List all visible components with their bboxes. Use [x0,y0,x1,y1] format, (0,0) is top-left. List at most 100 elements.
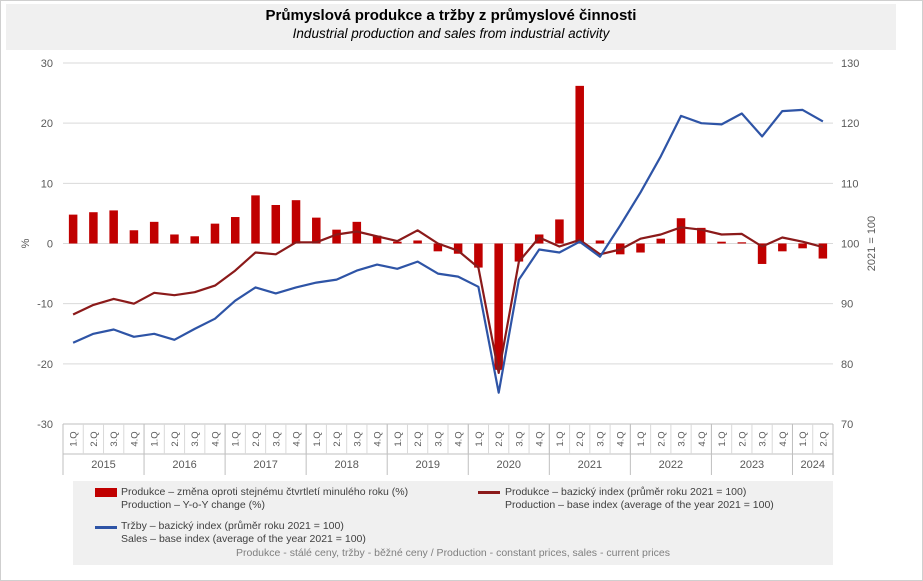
x-tick-quarter: 2.Q [575,431,586,446]
x-tick-quarter: 2.Q [656,431,667,446]
x-tick-quarter: 1.Q [312,431,323,446]
bar-production-yoy [372,235,382,244]
x-tick-quarter: 2.Q [170,431,181,446]
bar-production-yoy [737,242,747,244]
bar-production-yoy [149,221,159,244]
bar-production-yoy [291,200,301,244]
x-tick-year: 2015 [91,459,115,471]
x-tick-year: 2017 [253,459,277,471]
y2-tick-label: 100 [841,239,859,251]
x-tick-quarter: 3.Q [433,431,444,446]
bar-production-yoy [778,243,787,252]
y-tick-label: 0 [47,239,53,251]
x-tick-quarter: 3.Q [758,431,769,446]
bar-production-yoy [757,243,767,264]
legend-swatch-production-yoy [95,488,117,497]
bar-production-yoy [210,223,220,244]
y-tick-label: 20 [41,118,53,130]
line-sales-index [72,108,824,394]
bar-production-yoy [190,236,199,244]
x-tick-quarter: 3.Q [109,431,120,446]
chart-title: Průmyslová produkce a tržby z průmyslové… [265,7,637,24]
legend-label-sales-index: Tržby – bazický index (průměr roku 2021 … [121,520,344,532]
bar-production-yoy [332,229,341,244]
legend-swatch-production-index [478,491,500,494]
x-tick-year: 2019 [415,459,439,471]
x-tick-quarter: 3.Q [595,431,606,446]
x-tick-quarter: 1.Q [393,431,404,446]
y-tick-label: -20 [37,359,53,371]
x-tick-quarter: 4.Q [535,431,546,446]
bar-production-yoy [555,219,564,244]
x-tick-year: 2023 [740,459,764,471]
bar-production-yoy [474,243,483,268]
bar-production-yoy [68,214,78,244]
y-axis-title: % [20,238,32,248]
legend: Produkce – změna oproti stejnému čtvrtle… [73,481,833,565]
bar-production-yoy [676,218,686,244]
x-tick-year: 2021 [578,459,602,471]
bar-production-yoy [170,234,179,244]
x-tick-quarter: 1.Q [717,431,728,446]
x-tick-quarter: 1.Q [150,431,161,446]
x-tick-quarter: 3.Q [514,431,525,446]
bar-production-yoy [271,204,281,244]
y2-tick-label: 70 [841,419,853,431]
x-tick-quarter: 3.Q [271,431,282,446]
legend-label-production-index-en: Production – base index (average of the … [505,499,774,511]
bar-production-yoy [494,243,503,370]
bar-production-yoy [697,227,706,244]
bar-production-yoy [575,85,584,244]
legend-label-production-yoy: Produkce – změna oproti stejnému čtvrtle… [121,486,409,498]
x-tick-quarter: 3.Q [352,431,363,446]
bar-production-yoy [595,240,605,244]
y2-tick-label: 130 [841,58,859,70]
line-production-index [72,226,824,374]
bar-production-yoy [433,243,443,252]
legend-label-production-index: Produkce – bazický index (průměr roku 20… [505,486,747,498]
x-tick-year: 2020 [497,459,521,471]
bar-production-yoy [514,243,524,262]
x-tick-year: 2016 [172,459,196,471]
bar-production-yoy [312,217,321,244]
x-tick-quarter: 1.Q [474,431,485,446]
x-tick-quarter: 4.Q [697,431,708,446]
bar-production-yoy [393,241,402,244]
x-tick-quarter: 1.Q [231,431,242,446]
footnote: Produkce - stálé ceny, tržby - běžné cen… [236,547,670,559]
x-tick-quarter: 4.Q [129,431,140,446]
bar-production-yoy [89,212,98,244]
x-tick-quarter: 2.Q [818,431,829,446]
x-tick-quarter: 1.Q [636,431,647,446]
bar-production-yoy [636,243,645,253]
y2-axis-title: 2021 = 100 [866,216,878,271]
bar-production-yoy [129,230,139,244]
x-tick-year: 2018 [334,459,358,471]
bar-production-yoy [818,243,828,259]
bar-production-yoy [413,240,422,244]
y-tick-label: 10 [41,178,53,190]
x-tick-quarter: 1.Q [69,431,80,446]
legend-label-sales-index-en: Sales – base index (average of the year … [121,533,366,545]
bar-production-yoy [251,195,260,244]
bar-production-yoy [109,210,118,244]
x-tick-quarter: 4.Q [616,431,627,446]
bar-production-yoy [656,238,666,244]
bar-production-yoy [352,221,362,244]
y2-tick-label: 110 [841,178,859,190]
x-tick-quarter: 2.Q [413,431,424,446]
x-tick-quarter: 1.Q [555,431,566,446]
x-tick-quarter: 4.Q [292,431,303,446]
x-tick-quarter: 4.Q [778,431,789,446]
x-tick-quarter: 2.Q [89,431,100,446]
x-tick-quarter: 2.Q [251,431,262,446]
bar-production-yoy [453,243,463,254]
y-tick-label: 30 [41,58,53,70]
x-tick-year: 2022 [659,459,683,471]
title-box: Průmyslová produkce a tržby z průmyslové… [6,4,896,50]
x-tick-quarter: 2.Q [494,431,505,446]
chart-subtitle: Industrial production and sales from ind… [292,26,610,41]
y-tick-label: -30 [37,419,53,431]
x-tick-quarter: 1.Q [798,431,809,446]
